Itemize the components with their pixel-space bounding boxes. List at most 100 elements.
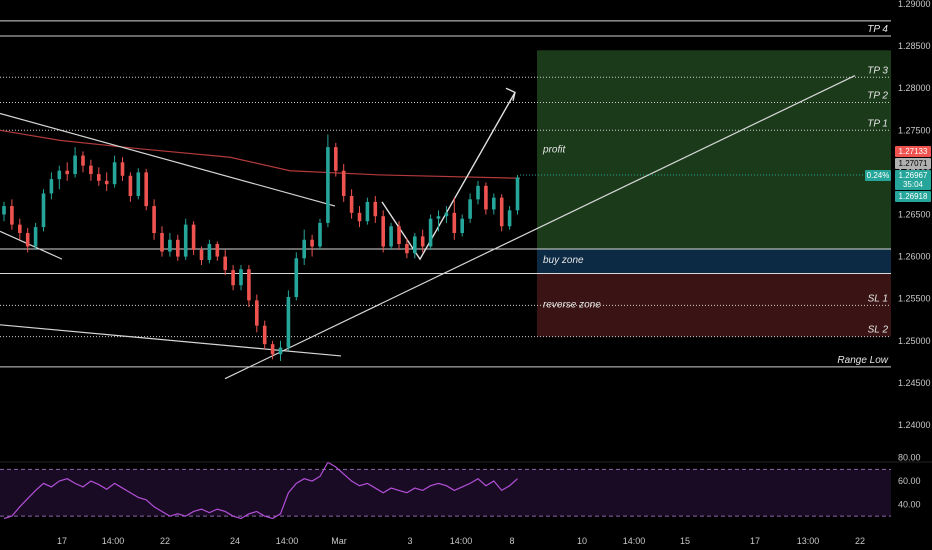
time-tick-label: 22 [855,536,865,546]
candle-body [128,175,133,196]
candle-body [278,347,283,355]
candle-body [405,243,409,254]
candle-body [262,325,267,345]
price-tick-label: 1.25500 [898,294,931,304]
price-tag-level-3 [895,191,931,202]
candle-body [89,165,93,175]
candle-body [73,155,77,175]
candle-body [2,206,6,215]
candle-body [413,236,417,254]
trendline-upper[interactable] [0,112,336,207]
time-tick-label: Mar [331,536,347,546]
time-tick-label: 14:00 [102,536,125,546]
price-tick-label: 1.24500 [898,378,931,388]
candle-body [104,180,109,185]
countdown-text: 35:04 [903,180,924,189]
time-tick-label: 17 [57,536,67,546]
zone-label: buy zone [543,255,584,266]
candle-body [168,239,172,252]
candle-body [255,300,259,326]
candle-body [231,270,235,286]
time-axis[interactable]: 17 14:00 22 24 14:00 Mar 3 14:00 8 10 14:00 15 17 13:… [57,536,865,546]
candle-body [365,201,370,222]
time-tick-label: 15 [680,536,690,546]
level-label: TP 2 [867,91,888,102]
levels-layer: TP 4 TP 3 TP 2 TP 1 SL 1 SL 2 Range Low [0,20,891,368]
zone-buy-zone [537,249,891,274]
candle-body [484,185,488,210]
candle-body [373,201,378,217]
pct-change-tag [865,170,891,181]
zones-layer: profit buy zone reverse zone [537,50,891,337]
time-tick-label: 14:00 [623,536,646,546]
candle-body [65,170,69,175]
candle-body [492,197,496,210]
candle-body [286,297,291,348]
last-price-tag [895,170,931,190]
candle-body [199,249,204,260]
rsi-tick-label: 80.00 [898,453,921,463]
price-tag-level-1-text: 1.27133 [899,147,928,156]
time-tick-label: 3 [407,536,412,546]
price-tick-label: 1.25000 [898,336,931,346]
candle-body [57,170,62,180]
price-tick-label: 1.26000 [898,252,931,262]
level-label: TP 1 [867,118,888,129]
candle-body [397,226,401,244]
trendline-left[interactable] [0,230,63,260]
drawings-layer [0,75,856,380]
time-tick-label: 24 [230,536,240,546]
time-tick-label: 14:00 [276,536,299,546]
candle-body [25,233,30,247]
candle-body [270,344,275,355]
candle-body [436,216,441,219]
candle-body [112,162,117,185]
trendline-rising[interactable] [224,75,856,380]
candle-body [357,212,362,222]
rsi-tick-label: 60.00 [898,476,921,486]
candle-body [476,185,480,200]
candle-body [515,177,520,211]
candle-body [499,197,504,227]
price-tick-label: 1.28500 [898,41,931,51]
candle-body [294,258,299,298]
level-label: TP 3 [867,65,888,76]
candle-body [191,224,196,250]
candle-body [247,269,251,301]
candle-body [460,218,464,234]
price-tick-label: 1.24000 [898,420,931,430]
candle-body [223,256,227,271]
time-tick-label: 13:00 [797,536,820,546]
candle-body [10,206,14,225]
price-tick-label: 1.28000 [898,83,931,93]
candle-body [452,212,457,234]
candle-body [318,222,322,247]
zone-profit [537,50,891,250]
candles-layer [2,134,520,362]
time-tick-label: 14:00 [450,536,473,546]
candle-body [41,193,46,228]
moving-average-line [0,129,521,179]
price-tag-level-3-text: 1.26918 [899,192,928,201]
candle-body [381,216,385,247]
candle-body [81,155,85,166]
last-price-text: 1.26967 [899,171,928,180]
candle-body [428,218,433,247]
candle-body [334,147,338,171]
candle-body [160,233,164,252]
price-tick-label: 1.27500 [898,125,931,135]
candle-body [176,239,180,257]
candle-body [97,174,101,181]
price-tag-level-2 [895,158,931,169]
candle-body [183,224,188,257]
rsi-line [3,461,518,520]
candle-body [18,224,22,234]
candle-body [302,239,306,259]
projection-path[interactable] [381,92,516,261]
candle-body [144,172,148,207]
rsi-tick-label: 40.00 [898,499,921,509]
candle-body [389,226,393,247]
candle-body [152,206,156,234]
